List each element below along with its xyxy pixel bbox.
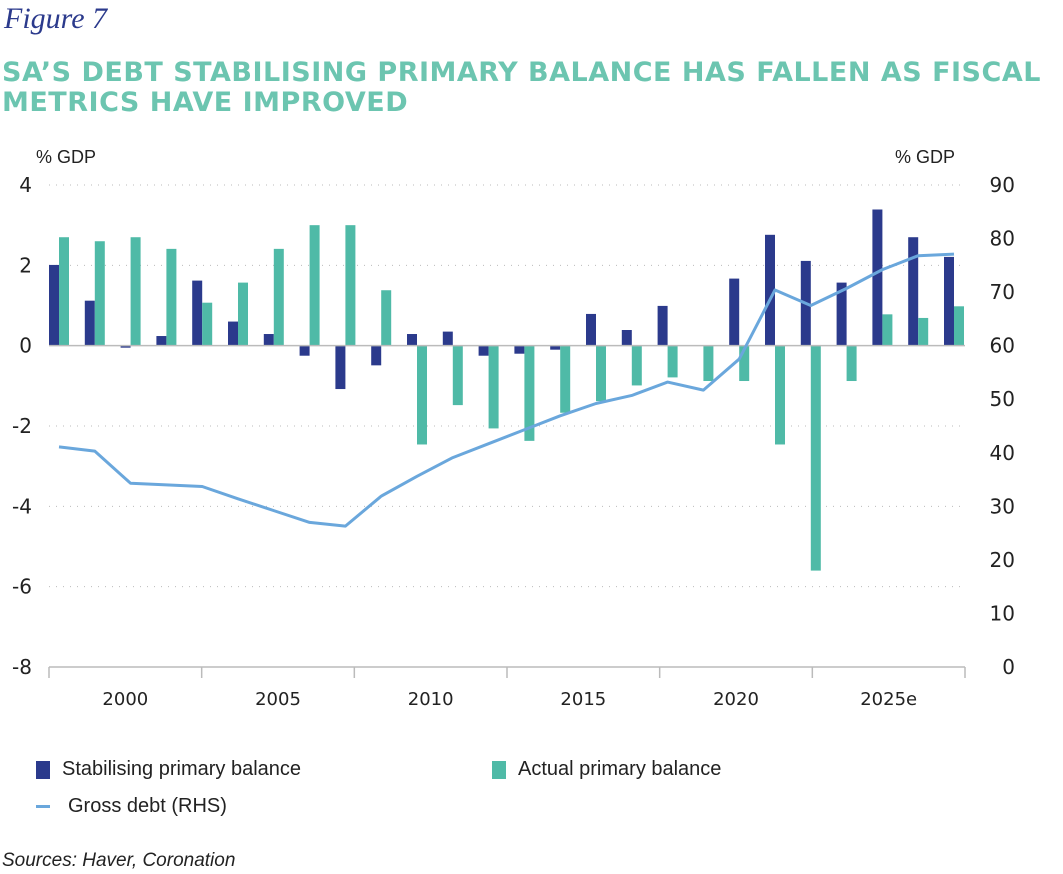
left-tick-label: 4 bbox=[19, 173, 32, 197]
actual-bar bbox=[309, 225, 320, 346]
actual-bar bbox=[882, 314, 893, 346]
figure-label: Figure 7 bbox=[4, 2, 108, 35]
actual-bar bbox=[667, 345, 678, 378]
legend-label-actual: Actual primary balance bbox=[518, 758, 722, 780]
actual-bar bbox=[345, 225, 356, 346]
left-axis-label: % GDP bbox=[36, 147, 97, 167]
stabilising-bar bbox=[657, 305, 668, 346]
x-tick-label: 2025e bbox=[860, 689, 917, 710]
gross-debt-line bbox=[58, 252, 955, 528]
legend-swatch-stabilising bbox=[36, 760, 50, 779]
x-tick-label: 2015 bbox=[560, 689, 606, 710]
right-axis-label: % GDP bbox=[895, 147, 956, 167]
right-tick-label: 70 bbox=[990, 280, 1015, 304]
actual-bar bbox=[954, 306, 964, 346]
legend-item-stabilising: Stabilising primary balance bbox=[36, 758, 301, 781]
left-tick-label: -6 bbox=[12, 575, 32, 599]
left-tick-label: -4 bbox=[12, 494, 32, 518]
actual-bar bbox=[918, 317, 929, 346]
stabilising-bar bbox=[263, 334, 274, 346]
stabilising-bar bbox=[514, 345, 525, 354]
actual-bar bbox=[631, 345, 642, 386]
right-tick-label: 50 bbox=[990, 387, 1015, 411]
actual-bar bbox=[488, 345, 499, 429]
legend-label-debt: Gross debt (RHS) bbox=[68, 795, 227, 817]
stabilising-bar bbox=[192, 280, 203, 346]
actual-bar bbox=[452, 345, 463, 406]
left-tick-label: 2 bbox=[19, 253, 32, 277]
actual-bar bbox=[775, 345, 785, 445]
legend-swatch-actual bbox=[492, 760, 506, 779]
actual-bar bbox=[381, 290, 392, 346]
stabilising-bar bbox=[872, 209, 883, 346]
actual-bar bbox=[810, 345, 821, 571]
stabilising-bar bbox=[120, 345, 131, 348]
stabilising-bar bbox=[228, 321, 238, 346]
right-tick-label: 0 bbox=[1002, 655, 1015, 679]
stabilising-bar bbox=[836, 282, 847, 346]
right-tick-label: 40 bbox=[990, 441, 1015, 465]
left-tick-label: -2 bbox=[12, 414, 32, 438]
stabilising-bar bbox=[407, 334, 417, 346]
stabilising-bar bbox=[442, 331, 453, 346]
actual-bar bbox=[166, 248, 177, 346]
legend-label-stabilising: Stabilising primary balance bbox=[62, 758, 302, 780]
stabilising-bar bbox=[765, 234, 775, 346]
actual-bar bbox=[130, 237, 141, 346]
left-tick-label: -8 bbox=[12, 655, 32, 679]
stabilising-bar bbox=[371, 345, 382, 366]
actual-bar bbox=[524, 345, 535, 441]
actual-bar bbox=[703, 345, 714, 382]
legend-swatch-debt bbox=[36, 805, 50, 808]
chart-title: SA’S DEBT STABILISING PRIMARY BALANCE HA… bbox=[2, 57, 1041, 118]
stabilising-bar bbox=[49, 264, 59, 346]
legend-item-actual: Actual primary balance bbox=[492, 758, 721, 781]
stabilising-bar bbox=[84, 300, 95, 346]
x-tick-label: 2005 bbox=[255, 689, 301, 710]
right-tick-label: 60 bbox=[990, 334, 1015, 358]
stabilising-bar bbox=[550, 345, 561, 350]
stabilising-bar bbox=[586, 313, 596, 346]
actual-bar bbox=[202, 302, 213, 346]
legend-item-debt: Gross debt (RHS) bbox=[36, 795, 227, 818]
actual-bar bbox=[238, 282, 248, 346]
right-tick-label: 30 bbox=[990, 494, 1015, 518]
stabilising-bar bbox=[299, 345, 310, 356]
stabilising-bar bbox=[729, 278, 740, 346]
actual-bar bbox=[560, 345, 571, 413]
stabilising-bar bbox=[621, 330, 632, 346]
stabilising-bar bbox=[908, 237, 919, 346]
stabilising-bar bbox=[335, 345, 346, 390]
actual-bar bbox=[94, 241, 105, 346]
stabilising-bar bbox=[156, 336, 167, 346]
actual-bar bbox=[596, 345, 606, 402]
right-tick-label: 20 bbox=[990, 548, 1015, 572]
source-note: Sources: Haver, Coronation bbox=[2, 850, 236, 871]
right-tick-label: 90 bbox=[990, 173, 1015, 197]
x-tick-label: 2020 bbox=[713, 689, 759, 710]
left-tick-label: 0 bbox=[19, 334, 32, 358]
x-tick-label: 2010 bbox=[408, 689, 454, 710]
actual-bar bbox=[739, 345, 750, 382]
right-tick-label: 80 bbox=[990, 227, 1015, 251]
actual-bar bbox=[273, 248, 284, 346]
stabilising-bar bbox=[944, 256, 954, 346]
actual-bar bbox=[846, 345, 857, 382]
x-tick-label: 2000 bbox=[102, 689, 148, 710]
actual-bar bbox=[59, 237, 69, 346]
right-tick-label: 10 bbox=[990, 601, 1015, 625]
actual-bar bbox=[417, 345, 427, 445]
stabilising-bar bbox=[478, 345, 489, 356]
